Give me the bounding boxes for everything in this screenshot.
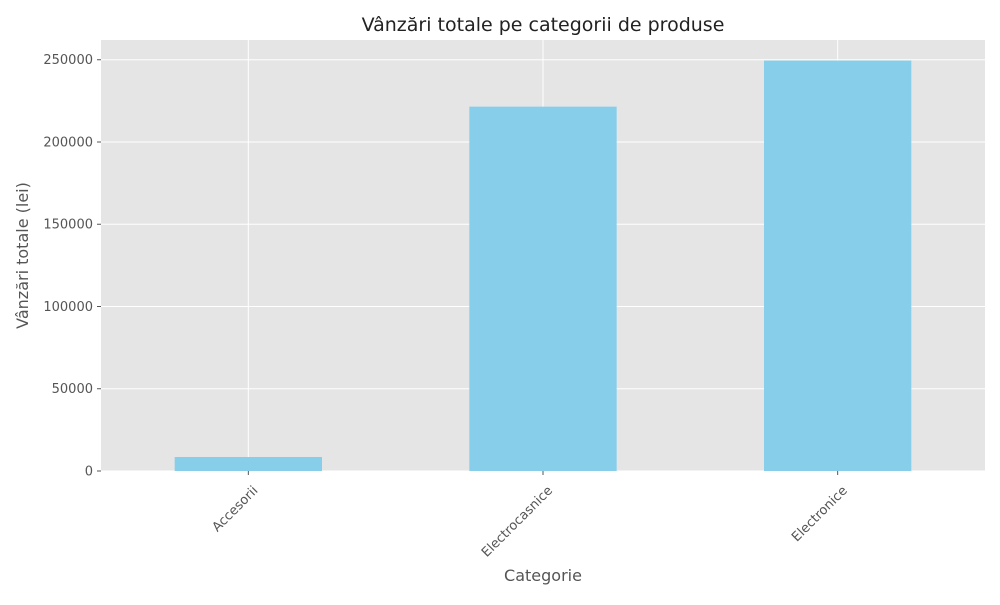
y-tick-label: 0 [85,465,93,480]
y-tick-label: 200000 [43,135,93,150]
y-tick-label: 50000 [52,382,93,397]
x-axis-ticks: Accesorii Electrocasnice Electronice [210,471,851,560]
x-tick-label: Electrocasnice [479,483,556,560]
chart-title: Vânzări totale pe categorii de produse [362,14,725,36]
bar-electrocasnice [469,106,617,471]
bar-electronice [764,60,912,471]
y-tick-label: 250000 [43,53,93,68]
y-tick-label: 150000 [43,218,93,233]
x-tick-label: Electronice [789,483,851,545]
y-axis-title: Vânzări totale (lei) [13,182,32,329]
bar-accesorii [174,457,322,471]
x-axis-title: Categorie [504,566,582,585]
bars [174,60,912,471]
y-tick-label: 100000 [43,300,93,315]
x-tick-label: Accesorii [210,483,262,535]
y-axis-ticks: 0 50000 100000 150000 200000 250000 [43,53,101,480]
